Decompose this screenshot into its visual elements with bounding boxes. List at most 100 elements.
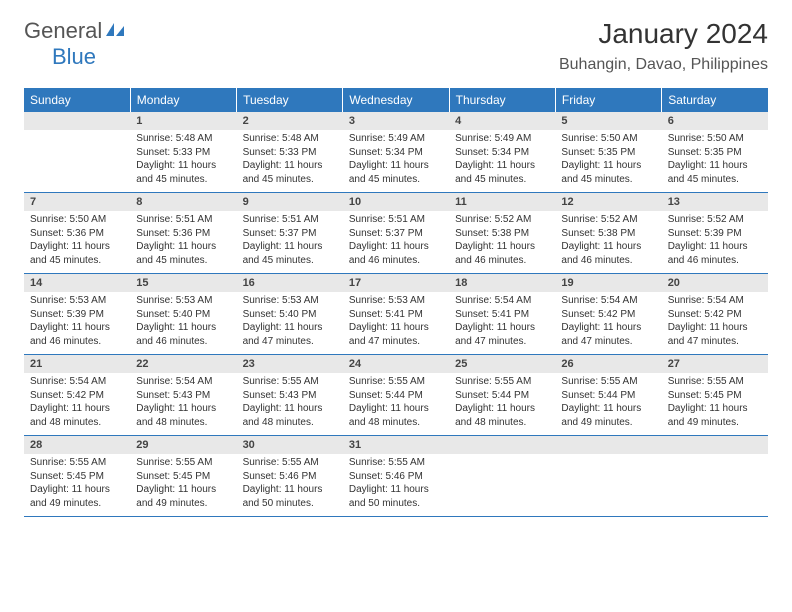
day-number: 11: [449, 193, 555, 211]
day-cell: 22Sunrise: 5:54 AMSunset: 5:43 PMDayligh…: [130, 355, 236, 436]
day-number-empty: [662, 436, 768, 454]
day-details: Sunrise: 5:55 AMSunset: 5:44 PMDaylight:…: [449, 373, 555, 435]
location-text: Buhangin, Davao, Philippines: [559, 56, 768, 74]
day-cell: 8Sunrise: 5:51 AMSunset: 5:36 PMDaylight…: [130, 193, 236, 274]
day-number: 24: [343, 355, 449, 373]
week-row: 28Sunrise: 5:55 AMSunset: 5:45 PMDayligh…: [24, 436, 768, 517]
day-cell: 5Sunrise: 5:50 AMSunset: 5:35 PMDaylight…: [555, 112, 661, 193]
day-details: Sunrise: 5:50 AMSunset: 5:36 PMDaylight:…: [24, 211, 130, 273]
day-cell: 29Sunrise: 5:55 AMSunset: 5:45 PMDayligh…: [130, 436, 236, 517]
day-cell: 24Sunrise: 5:55 AMSunset: 5:44 PMDayligh…: [343, 355, 449, 436]
day-details: Sunrise: 5:54 AMSunset: 5:41 PMDaylight:…: [449, 292, 555, 354]
day-cell: 17Sunrise: 5:53 AMSunset: 5:41 PMDayligh…: [343, 274, 449, 355]
day-cell: 30Sunrise: 5:55 AMSunset: 5:46 PMDayligh…: [237, 436, 343, 517]
calendar-table: SundayMondayTuesdayWednesdayThursdayFrid…: [24, 88, 768, 517]
day-number: 17: [343, 274, 449, 292]
header: GeneralBlue January 2024 Buhangin, Davao…: [0, 0, 792, 82]
day-details: Sunrise: 5:52 AMSunset: 5:38 PMDaylight:…: [555, 211, 661, 273]
day-cell: [662, 436, 768, 517]
dow-saturday: Saturday: [662, 88, 768, 112]
day-number: 19: [555, 274, 661, 292]
day-details: Sunrise: 5:53 AMSunset: 5:40 PMDaylight:…: [130, 292, 236, 354]
day-number: 10: [343, 193, 449, 211]
day-number: 29: [130, 436, 236, 454]
dow-monday: Monday: [130, 88, 236, 112]
day-number: 5: [555, 112, 661, 130]
day-number: 13: [662, 193, 768, 211]
day-details: Sunrise: 5:48 AMSunset: 5:33 PMDaylight:…: [237, 130, 343, 192]
logo: GeneralBlue: [24, 18, 127, 70]
day-number: 25: [449, 355, 555, 373]
day-details: Sunrise: 5:49 AMSunset: 5:34 PMDaylight:…: [343, 130, 449, 192]
day-number-empty: [449, 436, 555, 454]
day-number: 31: [343, 436, 449, 454]
day-number: 21: [24, 355, 130, 373]
day-number: 22: [130, 355, 236, 373]
day-details: Sunrise: 5:55 AMSunset: 5:43 PMDaylight:…: [237, 373, 343, 435]
dow-wednesday: Wednesday: [343, 88, 449, 112]
day-details: Sunrise: 5:54 AMSunset: 5:42 PMDaylight:…: [555, 292, 661, 354]
day-number: 8: [130, 193, 236, 211]
day-number: 3: [343, 112, 449, 130]
day-number: 16: [237, 274, 343, 292]
day-number: 1: [130, 112, 236, 130]
day-cell: 14Sunrise: 5:53 AMSunset: 5:39 PMDayligh…: [24, 274, 130, 355]
day-cell: 26Sunrise: 5:55 AMSunset: 5:44 PMDayligh…: [555, 355, 661, 436]
day-cell: 20Sunrise: 5:54 AMSunset: 5:42 PMDayligh…: [662, 274, 768, 355]
day-cell: 9Sunrise: 5:51 AMSunset: 5:37 PMDaylight…: [237, 193, 343, 274]
day-number: 2: [237, 112, 343, 130]
day-details: Sunrise: 5:55 AMSunset: 5:46 PMDaylight:…: [237, 454, 343, 516]
logo-sail-icon: [105, 25, 127, 42]
day-details: Sunrise: 5:54 AMSunset: 5:42 PMDaylight:…: [24, 373, 130, 435]
day-cell: 6Sunrise: 5:50 AMSunset: 5:35 PMDaylight…: [662, 112, 768, 193]
day-number: 14: [24, 274, 130, 292]
day-details: Sunrise: 5:48 AMSunset: 5:33 PMDaylight:…: [130, 130, 236, 192]
day-cell: 12Sunrise: 5:52 AMSunset: 5:38 PMDayligh…: [555, 193, 661, 274]
day-number: 20: [662, 274, 768, 292]
week-row: 1Sunrise: 5:48 AMSunset: 5:33 PMDaylight…: [24, 112, 768, 193]
day-cell: 25Sunrise: 5:55 AMSunset: 5:44 PMDayligh…: [449, 355, 555, 436]
day-number: 12: [555, 193, 661, 211]
day-cell: [24, 112, 130, 193]
day-cell: 15Sunrise: 5:53 AMSunset: 5:40 PMDayligh…: [130, 274, 236, 355]
day-number-empty: [24, 112, 130, 130]
dow-tuesday: Tuesday: [237, 88, 343, 112]
dow-friday: Friday: [555, 88, 661, 112]
week-row: 14Sunrise: 5:53 AMSunset: 5:39 PMDayligh…: [24, 274, 768, 355]
logo-word-1: General: [24, 18, 102, 43]
day-details: Sunrise: 5:55 AMSunset: 5:44 PMDaylight:…: [555, 373, 661, 435]
week-row: 21Sunrise: 5:54 AMSunset: 5:42 PMDayligh…: [24, 355, 768, 436]
day-number: 30: [237, 436, 343, 454]
day-number: 28: [24, 436, 130, 454]
day-details: Sunrise: 5:51 AMSunset: 5:37 PMDaylight:…: [237, 211, 343, 273]
day-cell: [555, 436, 661, 517]
day-number: 4: [449, 112, 555, 130]
day-details: Sunrise: 5:51 AMSunset: 5:36 PMDaylight:…: [130, 211, 236, 273]
dow-thursday: Thursday: [449, 88, 555, 112]
day-cell: 19Sunrise: 5:54 AMSunset: 5:42 PMDayligh…: [555, 274, 661, 355]
day-number-empty: [555, 436, 661, 454]
day-details: Sunrise: 5:50 AMSunset: 5:35 PMDaylight:…: [555, 130, 661, 192]
day-cell: 27Sunrise: 5:55 AMSunset: 5:45 PMDayligh…: [662, 355, 768, 436]
week-row: 7Sunrise: 5:50 AMSunset: 5:36 PMDaylight…: [24, 193, 768, 274]
day-number: 15: [130, 274, 236, 292]
day-details: Sunrise: 5:53 AMSunset: 5:40 PMDaylight:…: [237, 292, 343, 354]
day-of-week-row: SundayMondayTuesdayWednesdayThursdayFrid…: [24, 88, 768, 112]
day-details: Sunrise: 5:55 AMSunset: 5:45 PMDaylight:…: [24, 454, 130, 516]
day-number: 27: [662, 355, 768, 373]
day-number: 26: [555, 355, 661, 373]
day-details: Sunrise: 5:51 AMSunset: 5:37 PMDaylight:…: [343, 211, 449, 273]
title-block: January 2024 Buhangin, Davao, Philippine…: [559, 18, 768, 74]
day-details: Sunrise: 5:54 AMSunset: 5:42 PMDaylight:…: [662, 292, 768, 354]
day-number: 18: [449, 274, 555, 292]
day-number: 7: [24, 193, 130, 211]
day-cell: 3Sunrise: 5:49 AMSunset: 5:34 PMDaylight…: [343, 112, 449, 193]
day-details: Sunrise: 5:52 AMSunset: 5:38 PMDaylight:…: [449, 211, 555, 273]
day-number: 9: [237, 193, 343, 211]
day-cell: [449, 436, 555, 517]
day-cell: 11Sunrise: 5:52 AMSunset: 5:38 PMDayligh…: [449, 193, 555, 274]
day-details: Sunrise: 5:55 AMSunset: 5:46 PMDaylight:…: [343, 454, 449, 516]
day-cell: 7Sunrise: 5:50 AMSunset: 5:36 PMDaylight…: [24, 193, 130, 274]
day-cell: 1Sunrise: 5:48 AMSunset: 5:33 PMDaylight…: [130, 112, 236, 193]
day-cell: 21Sunrise: 5:54 AMSunset: 5:42 PMDayligh…: [24, 355, 130, 436]
